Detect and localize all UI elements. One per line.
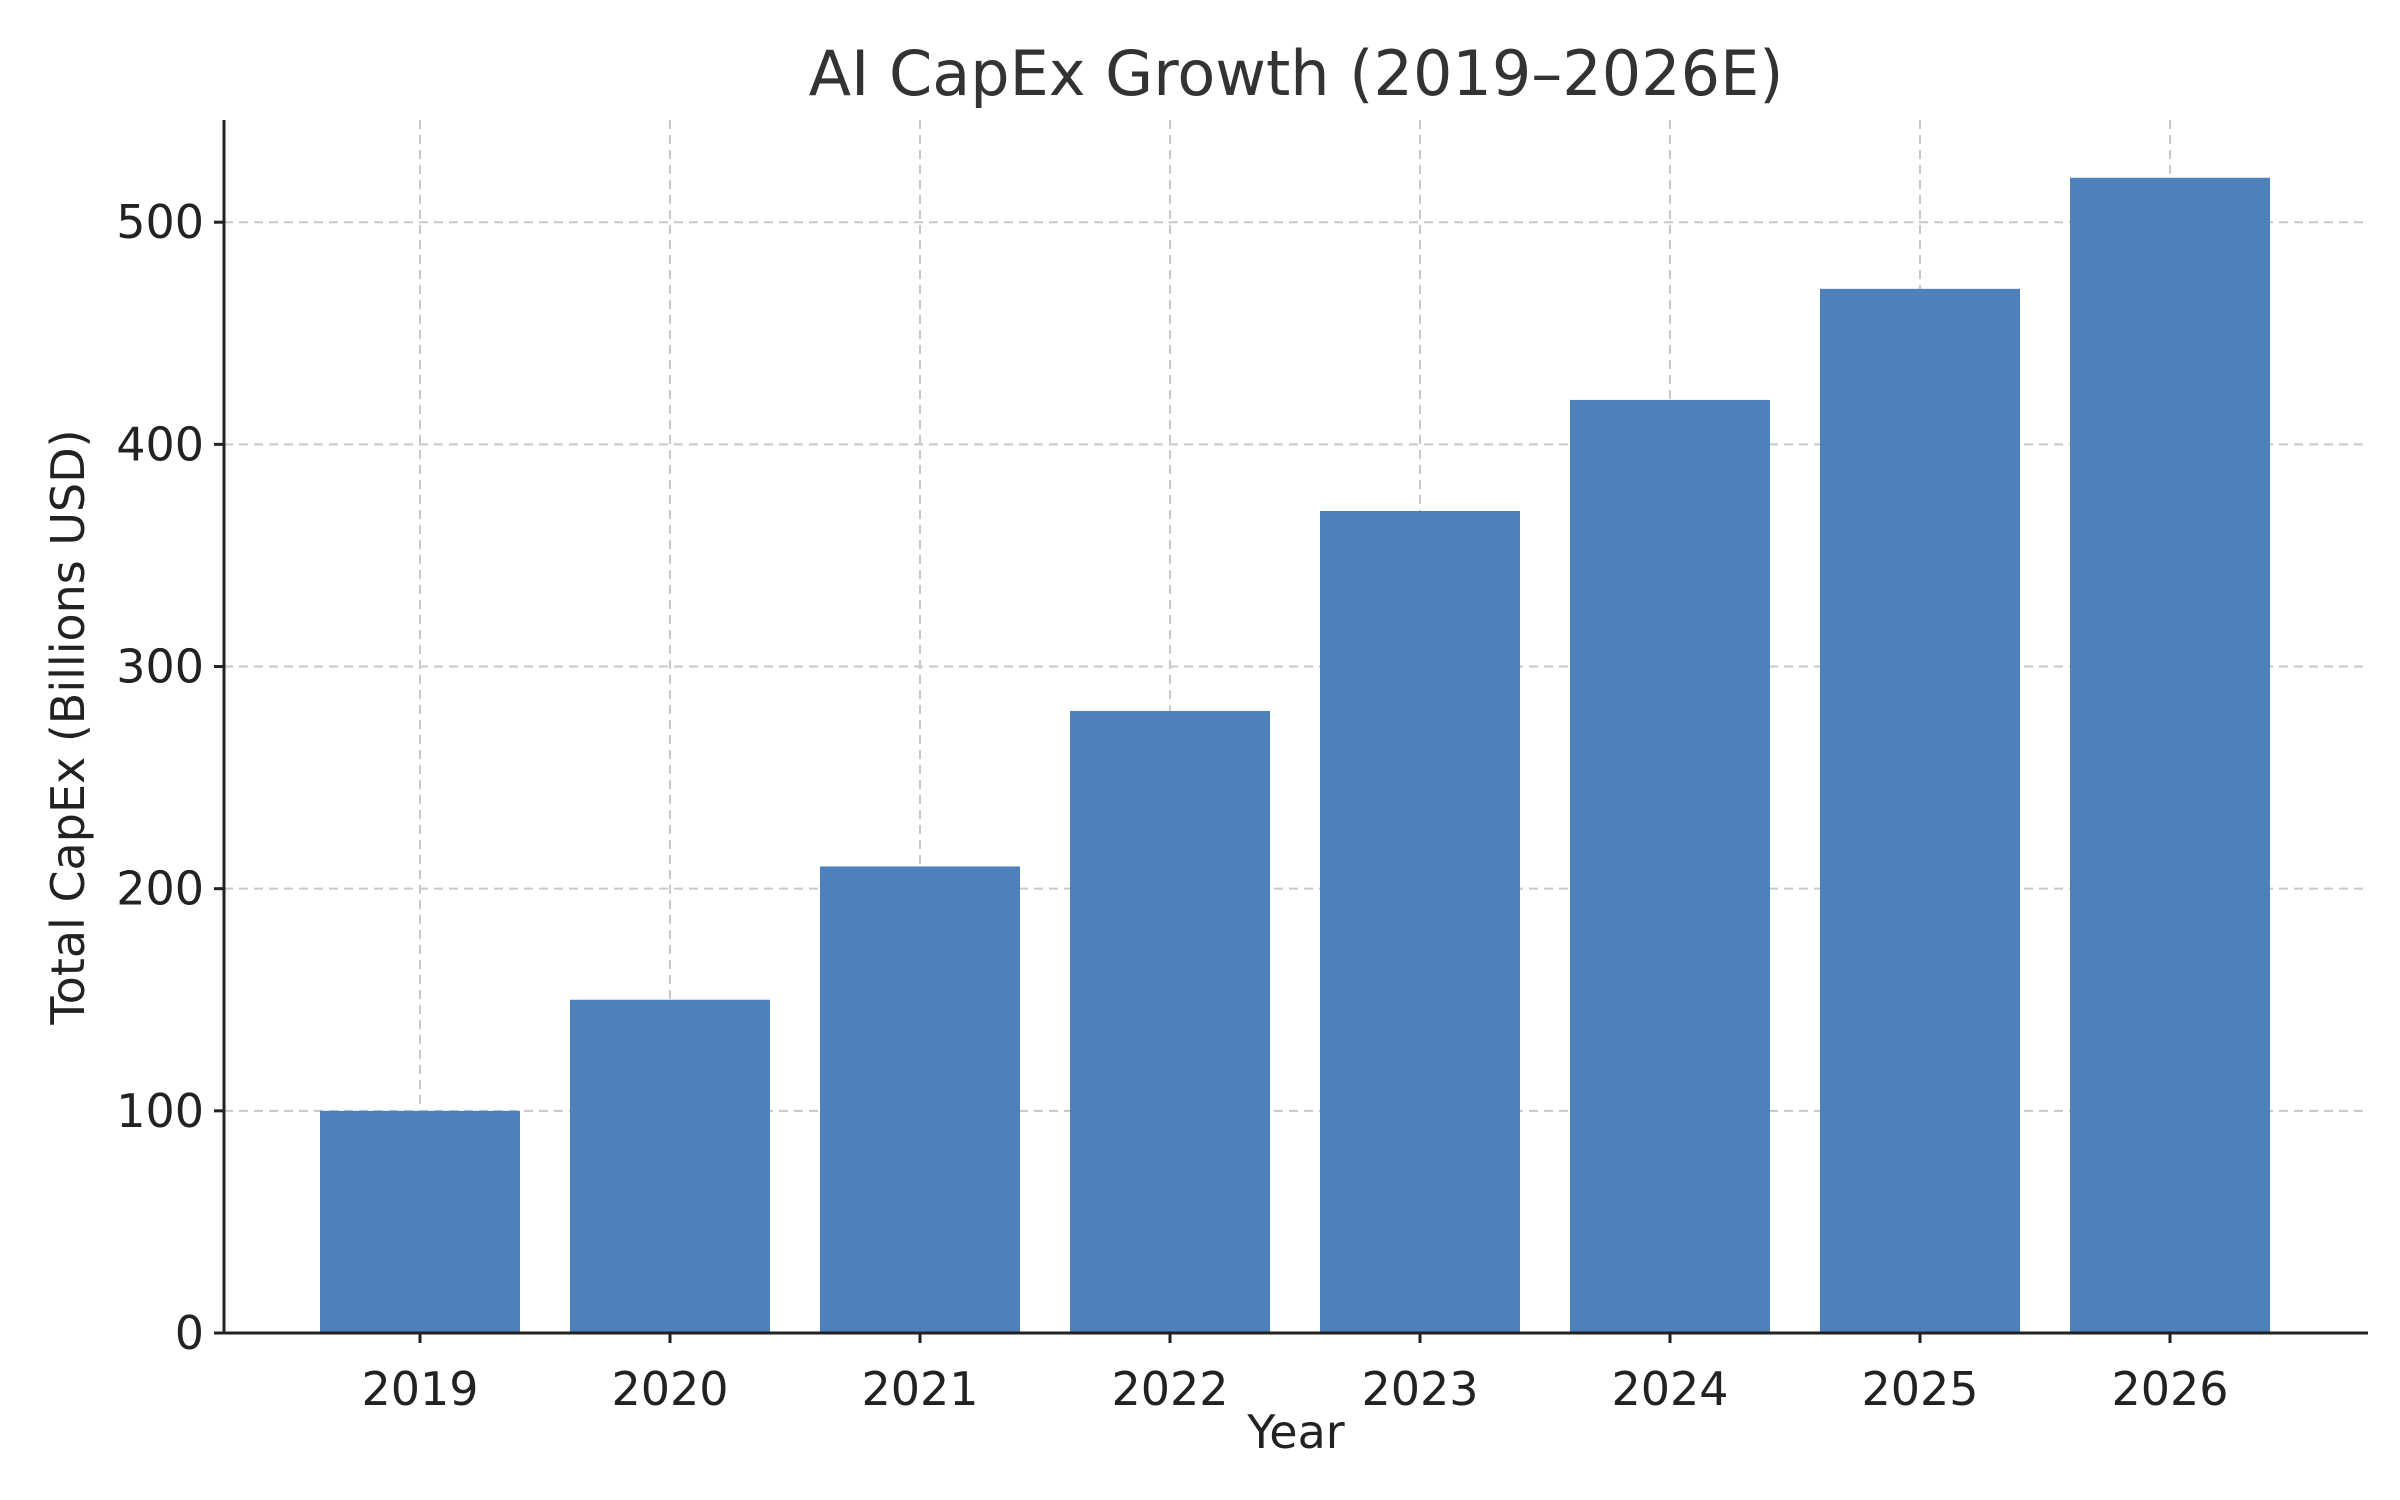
x-tick-label: 2023 (1361, 1362, 1478, 1416)
x-tick-label: 2021 (861, 1362, 978, 1416)
bar-2023 (1320, 511, 1520, 1333)
bar-2020 (570, 999, 770, 1333)
bar-2025 (1820, 288, 2020, 1333)
x-tick-label: 2020 (611, 1362, 728, 1416)
y-tick-label: 200 (116, 862, 204, 916)
y-tick-label: 0 (175, 1306, 204, 1360)
y-axis-label: Total CapEx (Billions USD) (41, 429, 95, 1025)
bar-2024 (1570, 399, 1770, 1333)
y-tick-label: 300 (116, 640, 204, 694)
x-tick-label: 2026 (2111, 1362, 2228, 1416)
bar-2019 (320, 1110, 520, 1333)
axes-layer (222, 120, 2368, 1335)
y-tick-label: 400 (116, 417, 204, 471)
x-tick-label: 2024 (1611, 1362, 1728, 1416)
y-tick-label: 500 (116, 195, 204, 249)
x-axis-label: Year (1246, 1405, 1344, 1459)
x-tick-label: 2019 (361, 1362, 478, 1416)
bar-2022 (1070, 710, 1270, 1333)
y-tick-label: 100 (116, 1084, 204, 1138)
x-tick-label: 2022 (1111, 1362, 1228, 1416)
bars-layer (320, 177, 2270, 1333)
bar-2026 (2070, 177, 2270, 1333)
ticks-layer: 0 100 200 300 400 500 2019 2020 2021 2022 2023 2024… (116, 195, 2228, 1416)
chart-title: AI CapEx Growth (2019–2026E) (809, 37, 1784, 110)
bar-2021 (820, 866, 1020, 1333)
grid-layer (224, 120, 2368, 1333)
x-tick-label: 2025 (1861, 1362, 1978, 1416)
